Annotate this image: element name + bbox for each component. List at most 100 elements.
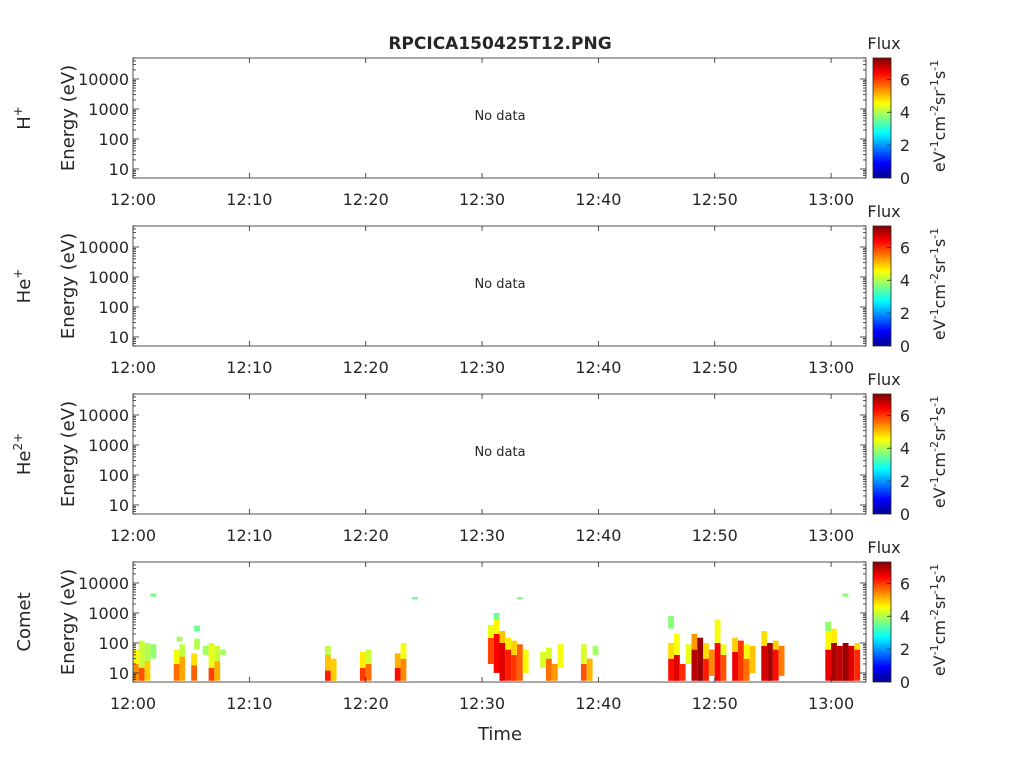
- flux-cell: [540, 652, 546, 668]
- no-data-message: No data: [474, 277, 525, 292]
- flux-cell: [831, 628, 837, 643]
- x-tick-label: 12:10: [226, 190, 272, 209]
- colorbar-tick-label: 6: [900, 574, 910, 593]
- species-label: He: [14, 279, 35, 304]
- flux-cell: [138, 640, 145, 668]
- flux-cell: [505, 649, 512, 681]
- colorbar-tick-label: 2: [900, 136, 910, 155]
- panels: 12:00 12:10 12:20 12:30 12:40 12:50 13:00 10 100…: [11, 34, 949, 745]
- x-tick-label: 12:00: [110, 526, 156, 545]
- flux-cell: [743, 658, 750, 681]
- unit-exponent: -1: [928, 228, 941, 239]
- flux-cell: [679, 663, 686, 681]
- flux-cell: [557, 644, 564, 668]
- unit-symbol: cm: [930, 284, 949, 308]
- y-tick-label: 100: [98, 298, 129, 317]
- flux-cell: [761, 645, 768, 681]
- flux-cell: [330, 658, 337, 681]
- unit-exponent: -1: [928, 247, 941, 258]
- unit-symbol: s: [930, 71, 949, 79]
- flux-cell: [592, 645, 599, 655]
- flux-cell: [668, 615, 674, 629]
- x-tick-label: 12:30: [459, 694, 505, 713]
- panel-h-plus: 12:00 12:10 12:20 12:30 12:40 12:50 13:00 10 100…: [11, 34, 949, 209]
- flux-cell: [546, 658, 552, 681]
- flux-cell: [325, 654, 331, 671]
- flux-cell: [214, 661, 221, 681]
- flux-cell: [179, 644, 186, 657]
- unit-symbol: s: [930, 407, 949, 415]
- flux-cell: [505, 637, 512, 650]
- flux-cell: [511, 640, 517, 655]
- unit-symbol: cm: [930, 452, 949, 476]
- flux-cell: [179, 656, 186, 681]
- charge-superscript: +: [11, 269, 25, 279]
- x-tick-label: 12:50: [692, 694, 738, 713]
- energy-label: Energy (eV): [58, 569, 79, 675]
- x-tick-label: 12:00: [110, 694, 156, 713]
- flux-cell: [202, 645, 209, 655]
- x-axis-label: Time: [477, 724, 522, 745]
- unit-symbol: cm: [930, 620, 949, 644]
- flux-cell: [191, 665, 197, 681]
- flux-cell: [499, 643, 506, 681]
- x-tick-label: 13:00: [808, 526, 854, 545]
- flux-cell: [720, 654, 727, 681]
- colorbar-title: Flux: [867, 202, 900, 221]
- unit-symbol: eV: [930, 319, 949, 340]
- panel-comet: 12:00 12:10 12:20 12:30 12:40 12:50 13:00 10 100…: [14, 538, 949, 745]
- unit-exponent: -2: [928, 441, 941, 452]
- flux-cell: [150, 593, 157, 597]
- x-tick-label: 12:30: [459, 358, 505, 377]
- flux-cell: [359, 667, 366, 681]
- flux-cell: [493, 613, 500, 620]
- figure-title: RPCICA150425T12.PNG: [388, 34, 611, 54]
- flux-cell: [412, 597, 418, 600]
- species-label: H: [14, 116, 35, 130]
- colorbar: [872, 561, 892, 683]
- flux-cell: [138, 667, 145, 681]
- y-axis-label: He+ Energy (eV): [11, 233, 79, 339]
- unit-symbol: eV: [930, 151, 949, 172]
- x-tick-label: 13:00: [808, 190, 854, 209]
- flux-cell: [325, 670, 331, 681]
- flux-cell: [517, 644, 523, 681]
- unit-symbol: sr: [930, 426, 949, 441]
- panel-he-plus: 12:00 12:10 12:20 12:30 12:40 12:50 13:00 10 100…: [11, 202, 949, 377]
- unit-exponent: -1: [928, 583, 941, 594]
- unit-exponent: -1: [928, 644, 941, 655]
- x-tick-label: 12:50: [692, 526, 738, 545]
- colorbar-tick-label: 2: [900, 304, 910, 323]
- energy-label: Energy (eV): [58, 401, 79, 507]
- y-tick-label: 10000: [78, 238, 129, 257]
- flux-cell: [133, 663, 139, 681]
- flux-cell: [551, 663, 558, 681]
- colorbar-units: eV-1cm-2sr-1s-1: [928, 396, 949, 508]
- flux-cell: [825, 631, 832, 650]
- unit-symbol: cm: [930, 116, 949, 140]
- flux-cell: [208, 667, 215, 681]
- flux-cell: [761, 631, 768, 646]
- panel-he2-plus: 12:00 12:10 12:20 12:30 12:40 12:50 13:00 10 100…: [11, 370, 949, 545]
- y-tick-label: 1000: [88, 100, 129, 119]
- y-tick-label: 10: [109, 664, 129, 683]
- y-axis-label: H+ Energy (eV): [11, 65, 79, 171]
- y-tick-label: 10000: [78, 70, 129, 89]
- x-tick-label: 12:40: [575, 694, 621, 713]
- flux-cell: [842, 643, 849, 681]
- flux-cell: [668, 643, 674, 659]
- flux-cell: [394, 667, 401, 681]
- colorbar-tick-label: 6: [900, 238, 910, 257]
- flux-cell: [150, 644, 157, 659]
- unit-symbol: s: [930, 575, 949, 583]
- flux-cell: [685, 644, 692, 664]
- flux-cell: [714, 619, 721, 643]
- x-tick-label: 12:00: [110, 358, 156, 377]
- flux-cell: [825, 649, 832, 681]
- x-tick-label: 12:20: [343, 526, 389, 545]
- flux-cell: [173, 649, 180, 664]
- colorbar-tick-label: 0: [900, 337, 910, 356]
- y-tick-label: 100: [98, 634, 129, 653]
- flux-cell: [714, 643, 721, 681]
- flux-cell: [708, 649, 715, 676]
